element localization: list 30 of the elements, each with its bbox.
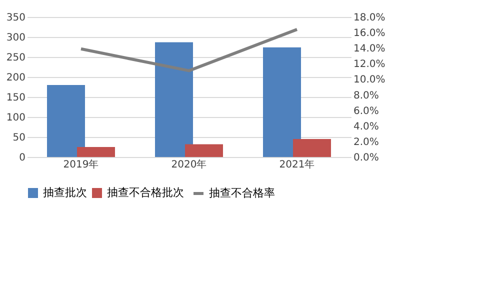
bar xyxy=(185,144,223,157)
y2-tick-label: 14.0% xyxy=(354,44,386,55)
y2-tick-label: 18.0% xyxy=(354,12,386,24)
y2-tick-label: 16.0% xyxy=(354,28,386,40)
bar xyxy=(293,139,331,157)
y-tick-label: 0 xyxy=(19,152,26,164)
y2-tick-label: 12.0% xyxy=(354,59,386,70)
x-tick-label: 2021年 xyxy=(279,158,315,170)
bar xyxy=(47,85,85,157)
y-tick-label: 200 xyxy=(6,72,26,84)
y-tick-label: 350 xyxy=(6,12,26,24)
y2-tick-label: 0.0% xyxy=(354,152,379,164)
legend-label: 抽查批次 xyxy=(43,186,87,199)
y-tick-label: 300 xyxy=(6,32,26,44)
legend-label: 抽查不合格批次 xyxy=(107,186,184,199)
y2-tick-label: 6.0% xyxy=(354,106,379,117)
y-tick-label: 100 xyxy=(6,112,26,124)
y2-tick-label: 2.0% xyxy=(354,136,379,148)
y-tick-label: 250 xyxy=(6,52,26,64)
legend-label: 抽查不合格率 xyxy=(209,186,275,200)
bar xyxy=(77,147,115,157)
y2-tick-label: 4.0% xyxy=(354,121,379,132)
y2-tick-label: 8.0% xyxy=(354,90,379,102)
x-tick-label: 2019年 xyxy=(63,158,99,170)
bar xyxy=(263,47,301,157)
y-tick-label: 150 xyxy=(6,92,26,104)
x-tick-label: 2020年 xyxy=(171,158,207,170)
y2-tick-label: 10.0% xyxy=(354,74,386,86)
y-tick-label: 50 xyxy=(12,132,26,144)
bar xyxy=(155,42,193,157)
